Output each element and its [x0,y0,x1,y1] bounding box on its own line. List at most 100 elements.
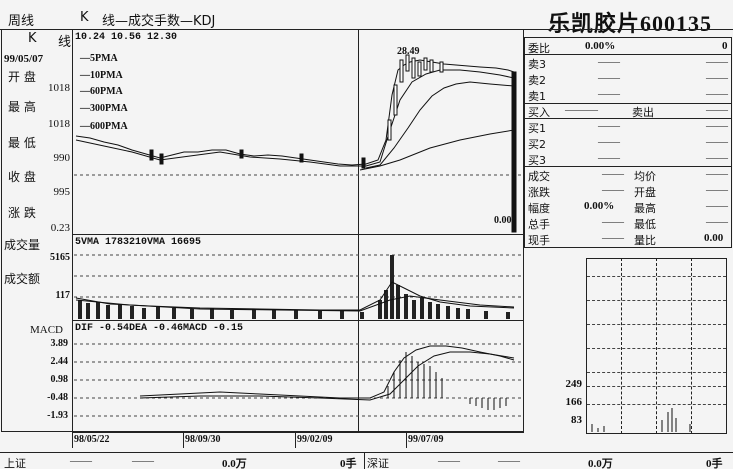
buy-1-vol: —— [706,120,728,132]
sz-dash: —— [498,455,520,467]
sh-dash: —— [132,455,154,467]
stat-mid-label: 最高 [634,202,656,215]
sz-index-label[interactable]: 深证 [367,457,389,469]
buy-3-vol: —— [706,152,728,164]
stat-label: 总手 [528,218,550,231]
sell-3-label: 卖3 [528,58,546,71]
vol-macd-divider [72,320,524,321]
line-label: 线 [58,35,72,50]
ob-divider [524,166,732,167]
stat-mid-label: 均价 [634,170,656,183]
date-label: 98/09/30 [185,434,221,445]
chart-type-label[interactable]: K [80,10,89,25]
sh-index-label[interactable]: 上证 [4,457,26,469]
macd-tick: -1.93 [47,410,68,421]
stat-dash: —— [602,232,624,244]
ma-legend-600: —600PMA [80,121,128,132]
stat-dash: —— [706,216,728,228]
ma-legend-5: —5PMA [80,53,118,64]
ob-divider [524,54,732,55]
stat-label: 幅度 [528,202,550,215]
open-label: 开 盘 [8,70,36,84]
ma-legend-10: —10PMA [80,70,123,81]
ob-divider [524,103,732,104]
ma-legend-300: —300PMA [80,103,128,114]
macd-label: MACD [30,324,64,336]
stat-mid-label: 开盘 [634,186,656,199]
mini-grid-v [656,258,657,434]
peak-price-label: 28.49 [397,46,420,57]
date-tick [295,432,296,448]
weibi-label: 委比 [528,42,550,55]
sell-1-value: —— [598,88,620,100]
stat-mid-label: 最低 [634,218,656,231]
buy-3-value: —— [598,152,620,164]
sh-amount: 0.0万 [222,458,247,469]
macd-tick: 0.98 [50,374,69,385]
price-ma-header: 10.24 10.56 12.30 [75,32,178,43]
sell-2-vol: —— [706,72,728,84]
weibi-right-value: 0 [722,40,728,52]
sell-2-label: 卖2 [528,74,546,87]
close-label: 收 盘 [8,170,36,184]
main-chart-frame[interactable] [72,29,524,432]
date-tick [183,432,184,448]
change-value: 0.23 [50,222,70,234]
macd-tick: 3.89 [50,338,69,349]
period-label[interactable]: 周线 [8,14,35,29]
buy-in-dash: ——— [565,104,598,116]
order-book-panel [524,37,732,248]
macd-tick: 2.44 [50,356,69,367]
buy-2-vol: —— [706,136,728,148]
vol-ma-header: 5VMA 1783210VMA 16695 [75,237,202,248]
sell-3-value: —— [598,56,620,68]
volume-label: 成交量 [4,238,41,252]
date-label: 98/05/22 [74,434,110,445]
low-value: 990 [53,152,71,164]
sell-1-vol: —— [706,88,728,100]
ob-divider [524,118,732,119]
ma-legend-60: —60PMA [80,86,123,97]
price-axis-value: 0.00 [494,215,512,226]
stat-label: 现手 [528,234,550,247]
sell-out-label[interactable]: 卖出 [632,106,654,119]
indicator-desc: 线—成交手数—KDJ [102,14,216,29]
sell-2-value: —— [598,72,620,84]
footer-separator [364,452,365,469]
stock-title: 乐凯胶片600135 [548,11,713,36]
price-vol-divider [72,234,524,235]
sell-3-vol: —— [706,56,728,68]
sell-1-label: 卖1 [528,90,546,103]
sell-out-dash: —— [706,104,728,116]
mini-grid-v [621,258,622,434]
weibi-value: 0.00% [585,40,616,52]
stat-dash: —— [602,216,624,228]
stat-dash: —— [602,168,624,180]
stat-right-value: 0.00 [704,232,724,244]
stat-mid-label: 量比 [634,234,656,247]
buy-in-label[interactable]: 买入 [528,106,550,119]
sz-volume: 0手 [706,458,723,469]
stat-dash: —— [706,184,728,196]
chart-cursor-line [358,29,359,432]
open-value: 1018 [48,82,70,94]
footer-divider [0,452,733,453]
mini-tick: 249 [565,378,583,390]
stat-dash: —— [602,184,624,196]
date-tick [72,432,73,448]
stat-dash: —— [706,168,728,180]
date-tick [406,432,407,448]
buy-1-label: 买1 [528,122,546,135]
sz-amount: 0.0万 [588,458,613,469]
sh-dash: —— [70,455,92,467]
date-label: 99/02/09 [297,434,333,445]
k-label: K [28,31,37,46]
close-value: 995 [53,186,71,198]
macd-header: DIF -0.54DEA -0.46MACD -0.15 [75,323,244,334]
stat-label: 成交 [528,170,550,183]
date-label: 99/07/09 [408,434,444,445]
buy-1-value: —— [598,120,620,132]
mini-grid-v [691,258,692,434]
macd-tick: -0.48 [47,392,68,403]
